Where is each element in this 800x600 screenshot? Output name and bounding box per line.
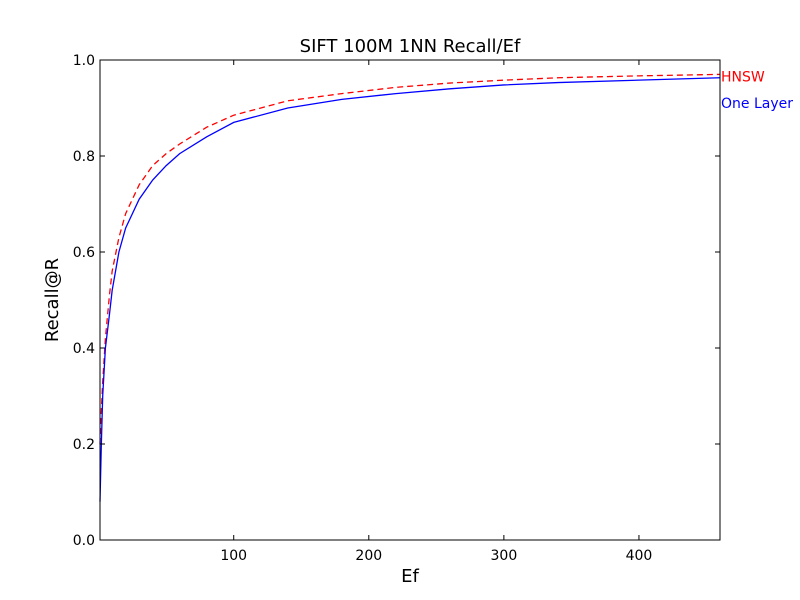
series-lines [99,73,721,502]
y-tick-label: 0.2 [73,437,95,453]
y-tick-label: 0.0 [73,533,95,549]
x-tick-label: 400 [626,548,653,564]
chart-title: SIFT 100M 1NN Recall/Ef [300,36,521,57]
series-label-one-layer: One Layer [721,96,793,112]
series-labels: HNSW One Layer [721,69,793,111]
y-tick-label: 0.8 [73,149,95,165]
y-axis-label: Recall@R [42,258,63,342]
y-tick-label: 1.0 [73,53,95,69]
plot-frame [99,59,721,541]
x-tick-label: 300 [491,548,518,564]
x-tick-label: 100 [220,548,247,564]
series-line-hnsw [99,73,721,445]
series-label-hnsw: HNSW [721,69,765,85]
axis-ticks: 100 200 300 400 0.0 0.2 0.4 0.6 0.8 1.0 [73,53,720,564]
x-axis-label: Ef [401,566,419,587]
y-tick-label: 0.6 [73,245,95,261]
x-tick-label: 200 [355,548,382,564]
y-tick-label: 0.4 [73,341,95,357]
series-line-one-layer [99,77,721,502]
